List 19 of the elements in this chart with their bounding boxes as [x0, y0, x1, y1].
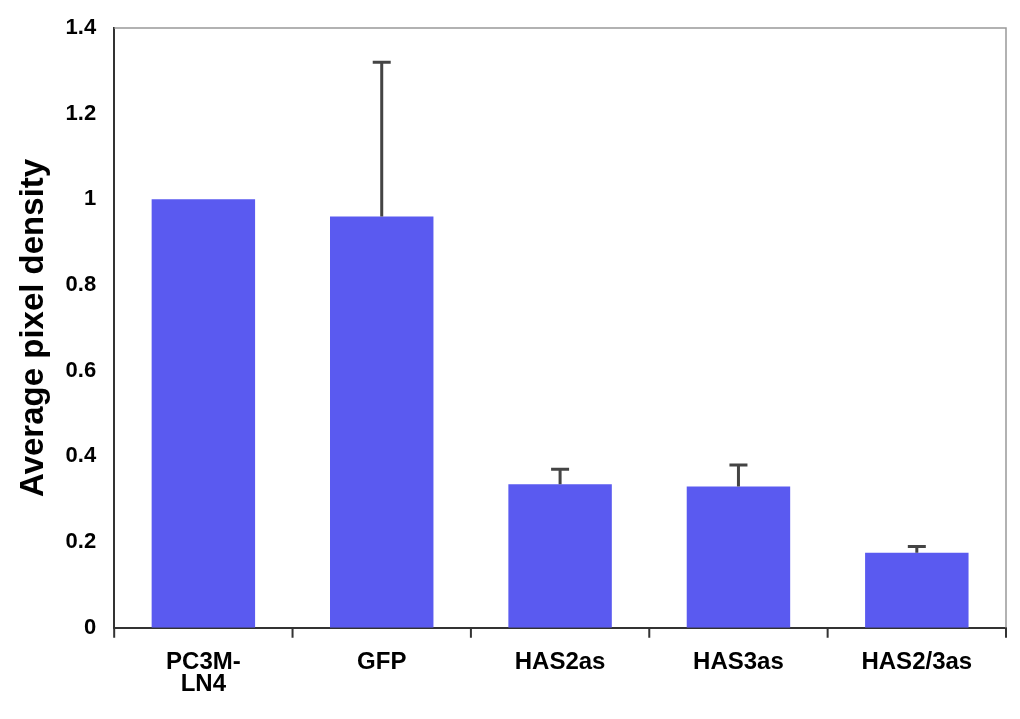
- x-tick-label: HAS2as: [514, 647, 606, 675]
- bar: [865, 552, 969, 628]
- y-tick-label: 1.2: [65, 99, 97, 125]
- y-tick-label: 0.2: [65, 528, 97, 554]
- y-tick-label: 0: [83, 613, 97, 639]
- x-tick-label: HAS3as: [693, 647, 784, 675]
- y-axis-title: Average pixel density: [12, 158, 50, 497]
- bar: [508, 484, 612, 628]
- bar: [151, 199, 256, 628]
- y-tick-label: 1: [83, 185, 97, 211]
- y-tick-label: 1.4: [65, 14, 97, 40]
- bar: [686, 486, 791, 628]
- bar: [330, 216, 434, 628]
- x-tick-label: PC3M-LN4: [166, 647, 241, 696]
- y-tick-label: 0.4: [65, 442, 97, 468]
- y-tick-label: 0.8: [65, 271, 97, 297]
- y-tick-label: 0.6: [65, 356, 97, 382]
- x-tick-label: HAS2/3as: [861, 647, 973, 675]
- x-tick-label: GFP: [357, 647, 407, 675]
